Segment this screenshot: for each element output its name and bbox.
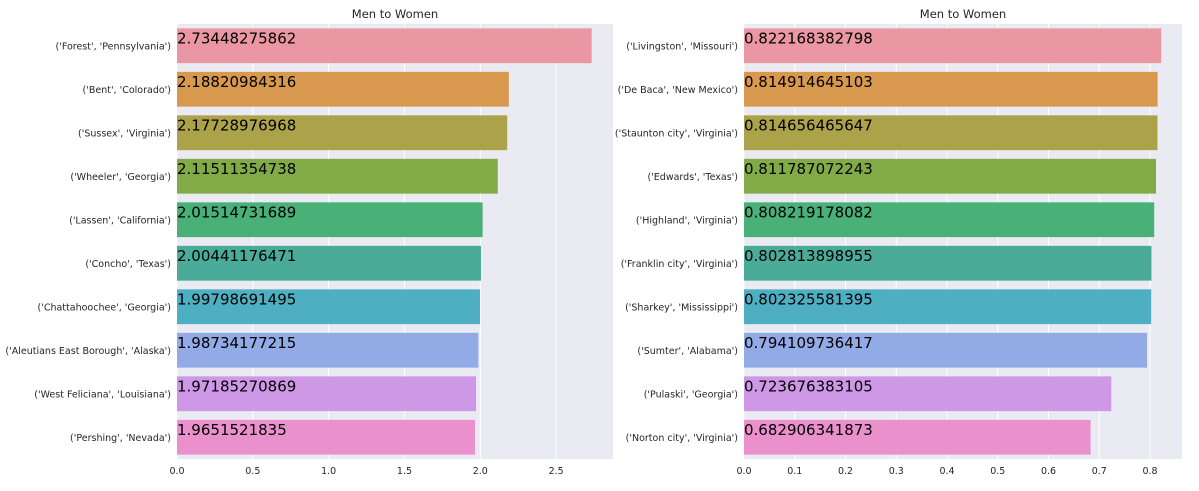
data-label: 2.18820984316 — [177, 73, 296, 91]
bar — [744, 71, 1158, 107]
category-label: ('Sharkey', 'Mississippi') — [625, 302, 738, 313]
bar — [744, 289, 1152, 325]
data-label: 0.814914645103 — [744, 73, 873, 91]
bar — [177, 71, 509, 107]
data-label: 2.17728976968 — [177, 116, 296, 134]
x-tick-label: 0.0 — [169, 466, 184, 477]
category-label: ('Wheeler', 'Georgia') — [70, 172, 171, 183]
x-tick-label: 0.6 — [1041, 466, 1056, 477]
data-label: 2.00441176471 — [177, 247, 296, 265]
x-tick-label: 0.2 — [838, 466, 853, 477]
bar — [177, 245, 481, 281]
category-label: ('De Baca', 'New Mexico') — [618, 85, 738, 96]
x-tick-label: 2.5 — [549, 466, 564, 477]
x-tick-label: 0.8 — [1142, 466, 1157, 477]
x-tick-label: 0.0 — [736, 466, 751, 477]
category-label: ('Edwards', 'Texas') — [647, 172, 738, 183]
bar — [177, 158, 498, 194]
category-label: ('Pershing', 'Nevada') — [70, 433, 171, 444]
data-label: 2.01514731689 — [177, 203, 296, 221]
category-label: ('Norton city', 'Virginia') — [626, 433, 738, 444]
data-label: 0.808219178082 — [744, 203, 873, 221]
data-label: 2.11511354738 — [177, 160, 296, 178]
bar — [744, 28, 1162, 64]
category-label: ('Highland', 'Virginia') — [636, 215, 738, 226]
bar — [744, 332, 1148, 368]
category-label: ('Sussex', 'Virginia') — [78, 128, 171, 139]
category-label: ('Pulaski', 'Georgia') — [644, 389, 738, 400]
bar — [177, 332, 479, 368]
bar — [744, 419, 1091, 455]
x-tick-label: 0.1 — [787, 466, 802, 477]
bar — [744, 202, 1155, 238]
data-label: 0.723676383105 — [744, 377, 873, 395]
bar — [177, 202, 483, 238]
bar — [177, 376, 477, 412]
data-label: 1.98734177215 — [177, 334, 296, 352]
bar — [177, 419, 476, 455]
data-label: 0.811787072243 — [744, 160, 873, 178]
data-label: 1.9651521835 — [177, 421, 287, 439]
x-tick-label: 1.0 — [321, 466, 336, 477]
x-tick-label: 0.3 — [889, 466, 904, 477]
data-label: 0.814656465647 — [744, 116, 873, 134]
x-tick-label: 0.7 — [1092, 466, 1107, 477]
x-tick-label: 1.5 — [397, 466, 412, 477]
bar — [177, 115, 508, 151]
chart-title: Men to Women — [920, 7, 1006, 21]
data-label: 0.794109736417 — [744, 334, 873, 352]
data-label: 0.802325581395 — [744, 290, 873, 308]
category-label: ('Forest', 'Pennsylvania') — [56, 41, 171, 52]
data-label: 0.802813898955 — [744, 247, 873, 265]
bar — [177, 289, 480, 325]
category-label: ('Staunton city', 'Virginia') — [615, 128, 738, 139]
data-label: 0.682906341873 — [744, 421, 873, 439]
chart-title: Men to Women — [352, 7, 438, 21]
category-label: ('Aleutians East Borough', 'Alaska') — [5, 346, 171, 357]
data-label: 0.822168382798 — [744, 29, 873, 47]
x-tick-label: 2.0 — [473, 466, 488, 477]
bar — [744, 115, 1158, 151]
x-tick-label: 0.5 — [245, 466, 260, 477]
category-label: ('Bent', 'Colorado') — [83, 85, 171, 96]
category-label: ('Chattahoochee', 'Georgia') — [38, 302, 171, 313]
data-label: 2.73448275862 — [177, 29, 296, 47]
bar — [177, 28, 592, 64]
bar — [744, 376, 1112, 412]
right-bar-chart: Men to Women ('Livingston', 'Missouri') 0.… — [615, 7, 1182, 477]
bar — [744, 245, 1152, 281]
category-label: ('Sumter', 'Alabama') — [637, 346, 738, 357]
data-label: 1.99798691495 — [177, 290, 296, 308]
x-tick-label: 0.4 — [939, 466, 954, 477]
category-label: ('Lassen', 'California') — [69, 215, 171, 226]
category-label: ('Franklin city', 'Virginia') — [621, 259, 738, 270]
category-label: ('West Feliciana', 'Louisiana') — [34, 389, 171, 400]
category-label: ('Concho', 'Texas') — [85, 259, 171, 270]
bar — [744, 158, 1157, 194]
data-label: 1.97185270869 — [177, 377, 296, 395]
x-tick-label: 0.5 — [990, 466, 1005, 477]
category-label: ('Livingston', 'Missouri') — [626, 41, 738, 52]
left-bar-chart: Men to Women ('Forest', 'Pennsylvania') 2.… — [5, 7, 613, 477]
